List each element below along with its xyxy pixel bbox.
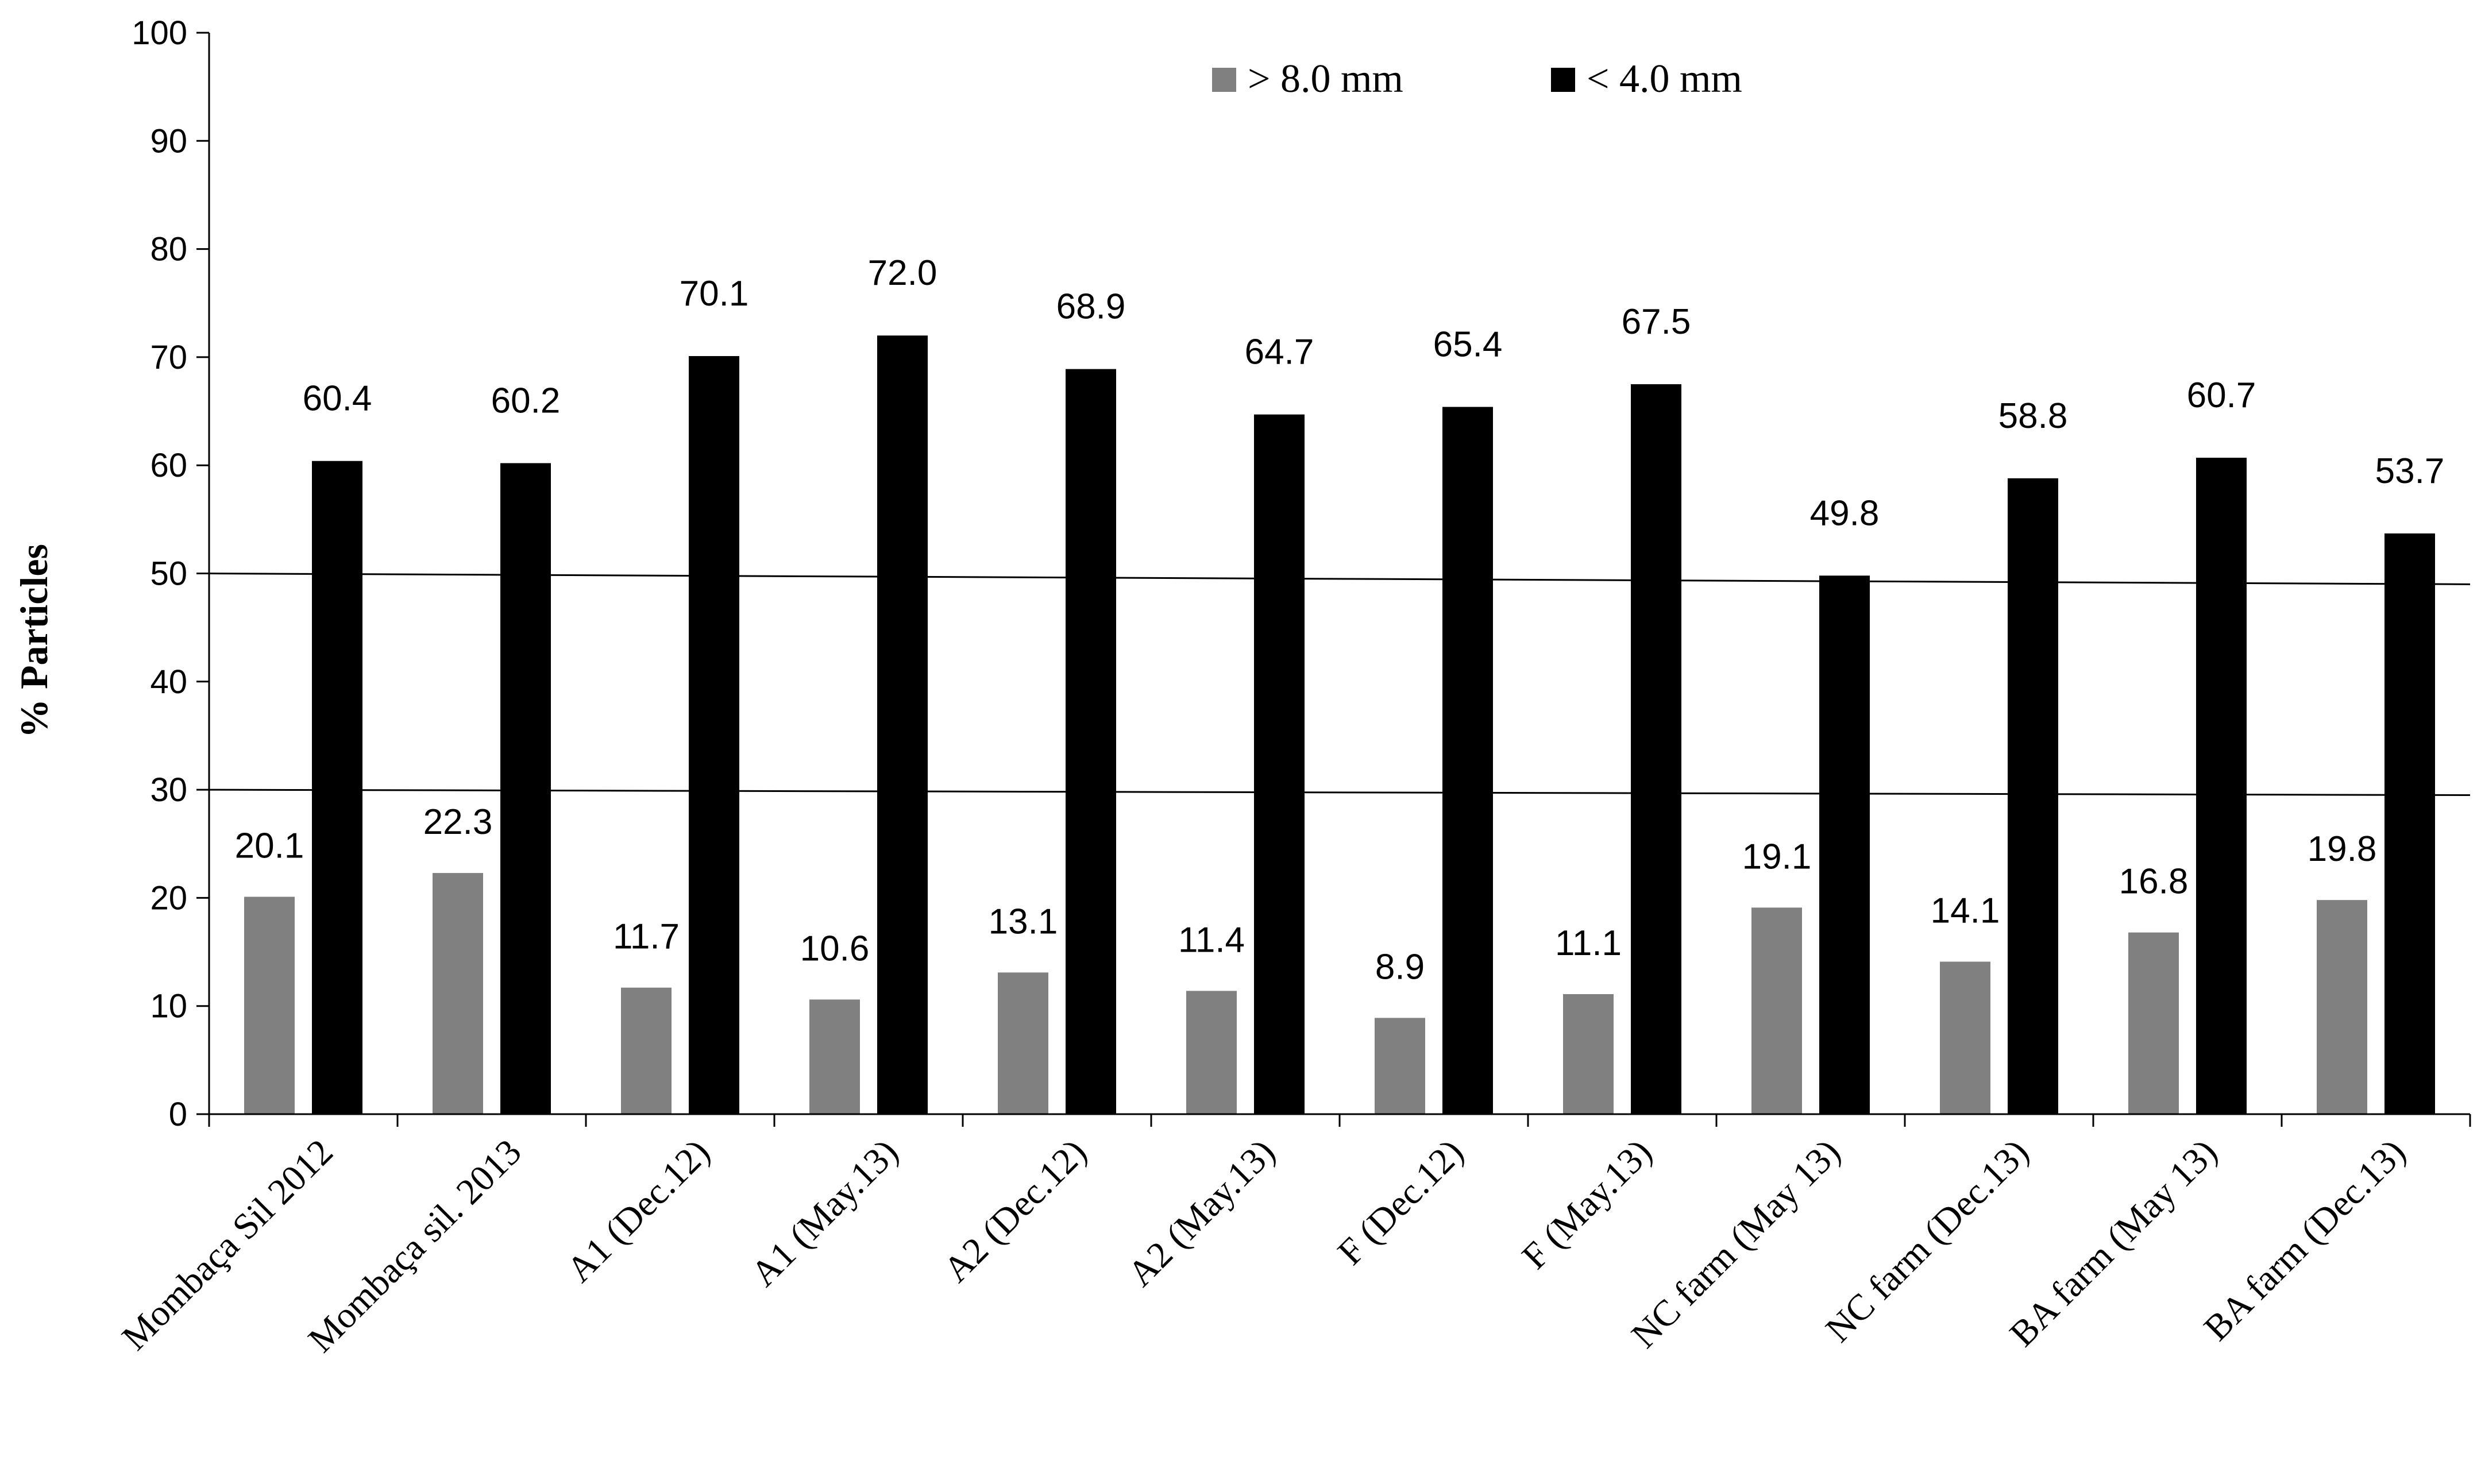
x-tick-label: A1 (Dec.12) (559, 1131, 717, 1290)
data-label: 16.8 (2119, 862, 2189, 902)
y-tick-label: 30 (150, 771, 187, 809)
data-label: 11.1 (1555, 923, 1622, 963)
legend: > 8.0 mm < 4.0 mm (1212, 57, 1742, 101)
bar (1254, 414, 1305, 1114)
data-label: 67.5 (1622, 302, 1691, 342)
x-tick-label: NC farm (Dec.13) (1818, 1131, 2036, 1350)
y-tick-label: 60 (150, 447, 187, 484)
legend-swatch (1212, 68, 1236, 92)
bar (1186, 991, 1237, 1114)
bar (1751, 907, 1802, 1114)
reference-lines (209, 573, 2471, 797)
x-tick-label: Mombaça Sil 2012 (114, 1131, 341, 1358)
data-label: 72.0 (868, 253, 937, 293)
y-tick-label: 0 (169, 1096, 187, 1133)
legend-entry: > 8.0 mm (1248, 57, 1403, 101)
y-tick-label: 100 (132, 14, 187, 52)
data-label: 64.7 (1245, 333, 1314, 372)
y-tick-label: 20 (150, 879, 187, 917)
bar (2384, 533, 2435, 1114)
y-tick-label: 70 (150, 339, 187, 376)
y-axis-ticks: 0 10 20 30 40 50 60 70 80 90 100 (132, 14, 209, 1133)
bar (1940, 961, 1990, 1114)
data-label: 53.7 (2375, 451, 2445, 491)
y-tick-label: 40 (150, 663, 187, 701)
x-tick-label: A2 (Dec.12) (936, 1131, 1094, 1290)
y-axis-title: % Particles (12, 544, 56, 738)
bar (998, 972, 1048, 1114)
y-tick-label: 10 (150, 988, 187, 1025)
data-label: 68.9 (1056, 287, 1126, 327)
x-axis-ticks (208, 1114, 2471, 1127)
data-label: 49.8 (1810, 493, 1880, 533)
data-label: 10.6 (800, 929, 870, 968)
y-tick-label: 50 (150, 555, 187, 593)
x-tick-label: A2 (May.13) (1120, 1131, 1283, 1294)
bar (1066, 369, 1116, 1114)
bar (244, 896, 295, 1114)
data-label: 14.1 (1931, 891, 2000, 930)
data-label: 20.1 (235, 826, 304, 866)
data-label: 60.2 (491, 381, 561, 420)
bar (1631, 384, 1681, 1114)
data-label: 11.4 (1178, 920, 1245, 960)
reference-line (209, 573, 2471, 585)
data-label: 19.1 (1742, 837, 1812, 876)
y-tick-label: 80 (150, 231, 187, 268)
data-label: 19.8 (2308, 829, 2377, 869)
data-label: 60.4 (303, 379, 372, 419)
data-label: 13.1 (989, 902, 1058, 941)
data-labels: 20.1 60.4 22.3 60.2 11.7 70.1 10.6 72.0 13.1 68.9… (235, 253, 2445, 987)
bar (1375, 1018, 1425, 1114)
y-tick-label: 90 (150, 122, 187, 160)
bar (689, 356, 739, 1114)
legend-entry: < 4.0 mm (1587, 57, 1742, 101)
bar (877, 335, 928, 1114)
data-label: 58.8 (1998, 396, 2068, 436)
x-tick-label: NC farm (May 13) (1623, 1131, 1848, 1356)
x-tick-label: BA farm (May 13) (2002, 1131, 2225, 1354)
data-label: 8.9 (1375, 947, 1425, 987)
x-tick-label: A1 (May.13) (743, 1131, 906, 1294)
bar (2128, 932, 2179, 1114)
bar (500, 463, 551, 1114)
legend-swatch (1551, 68, 1575, 92)
bar (2317, 900, 2367, 1114)
x-tick-label: F (Dec.12) (1330, 1131, 1471, 1273)
data-label: 65.4 (1433, 325, 1503, 365)
bar (2196, 458, 2247, 1114)
bar (621, 987, 672, 1114)
bar (809, 999, 860, 1114)
bar (1563, 994, 1614, 1114)
data-label: 70.1 (680, 274, 749, 314)
reference-line (209, 789, 2471, 797)
bar (2008, 478, 2058, 1114)
data-label: 11.7 (613, 917, 680, 957)
bars (244, 335, 2435, 1115)
bar (1819, 575, 1870, 1114)
data-label: 22.3 (423, 802, 493, 842)
x-tick-label: F (May.13) (1514, 1131, 1659, 1277)
bar (312, 461, 362, 1115)
data-label: 60.7 (2187, 376, 2256, 415)
bar (1442, 407, 1493, 1114)
x-tick-label: BA farm (Dec.13) (2196, 1131, 2413, 1348)
bar (433, 873, 483, 1114)
